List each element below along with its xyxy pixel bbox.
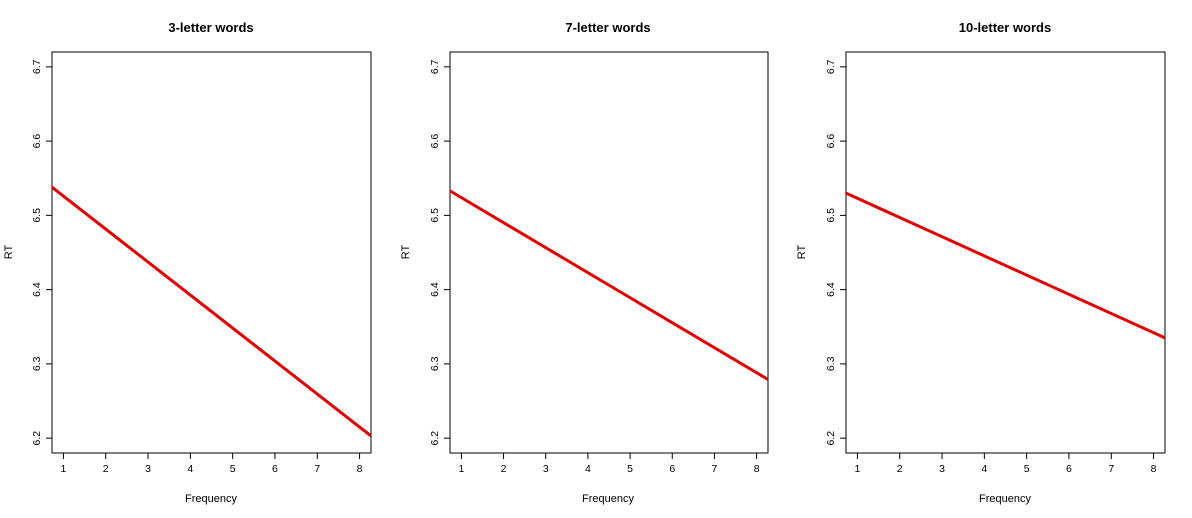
y-axis-label: RT xyxy=(3,244,15,259)
x-tick-label: 1 xyxy=(855,463,861,475)
x-tick-label: 6 xyxy=(669,463,675,475)
panel-title: 10-letter words xyxy=(959,20,1051,35)
x-axis-label: Frequency xyxy=(185,493,237,505)
x-tick-label: 4 xyxy=(585,463,591,475)
x-tick-label: 3 xyxy=(543,463,549,475)
x-tick-label: 7 xyxy=(1108,463,1114,475)
x-tick-label: 7 xyxy=(314,463,320,475)
y-tick-label: 6.7 xyxy=(825,59,837,74)
regression-line xyxy=(51,185,372,438)
x-tick-label: 3 xyxy=(939,463,945,475)
plot-frame xyxy=(845,51,1166,454)
y-tick-label: 6.2 xyxy=(429,431,441,446)
x-tick-label: 6 xyxy=(272,463,278,475)
y-axis-label: RT xyxy=(400,244,412,259)
x-axis-label: Frequency xyxy=(979,493,1031,505)
x-tick-label: 1 xyxy=(61,463,67,475)
x-axis: 1 2 3 4 5 6 7 8 xyxy=(61,453,363,475)
regression-line xyxy=(449,189,769,381)
x-tick-label: 5 xyxy=(230,463,236,475)
x-tick-label: 4 xyxy=(981,463,987,475)
panel-10-letter: 10-letter words 1 2 3 4 5 6 7 8 6.2 6.3 6.4 6.5 6.6… xyxy=(796,20,1166,505)
y-tick-label: 6.4 xyxy=(31,282,43,297)
y-tick-label: 6.7 xyxy=(429,59,441,74)
x-tick-label: 3 xyxy=(145,463,151,475)
x-tick-label: 7 xyxy=(712,463,718,475)
y-axis: 6.2 6.3 6.4 6.5 6.6 6.7 xyxy=(429,59,450,445)
y-tick-label: 6.5 xyxy=(31,208,43,223)
x-axis: 1 2 3 4 5 6 7 8 xyxy=(855,453,1157,475)
y-axis-label: RT xyxy=(796,244,808,259)
x-tick-label: 5 xyxy=(627,463,633,475)
y-tick-label: 6.4 xyxy=(825,282,837,297)
y-tick-label: 6.5 xyxy=(429,208,441,223)
series-layer xyxy=(51,185,372,438)
panel-title: 7-letter words xyxy=(565,20,650,35)
y-tick-label: 6.7 xyxy=(31,59,43,74)
plot-frame xyxy=(51,51,372,454)
x-tick-label: 4 xyxy=(187,463,193,475)
y-tick-label: 6.6 xyxy=(429,134,441,149)
series-layer xyxy=(449,189,769,381)
series-layer xyxy=(845,191,1166,340)
x-tick-label: 8 xyxy=(1151,463,1157,475)
y-axis: 6.2 6.3 6.4 6.5 6.6 6.7 xyxy=(31,59,52,445)
y-tick-label: 6.2 xyxy=(825,431,837,446)
y-tick-label: 6.3 xyxy=(429,356,441,371)
x-tick-label: 8 xyxy=(754,463,760,475)
x-tick-label: 5 xyxy=(1024,463,1030,475)
y-tick-label: 6.5 xyxy=(825,208,837,223)
x-axis-label: Frequency xyxy=(582,493,634,505)
x-tick-label: 2 xyxy=(103,463,109,475)
x-tick-label: 1 xyxy=(458,463,464,475)
y-axis: 6.2 6.3 6.4 6.5 6.6 6.7 xyxy=(825,59,846,445)
x-tick-label: 2 xyxy=(897,463,903,475)
regression-line xyxy=(845,191,1166,340)
x-tick-label: 6 xyxy=(1066,463,1072,475)
y-tick-label: 6.3 xyxy=(31,356,43,371)
y-tick-label: 6.4 xyxy=(429,282,441,297)
y-tick-label: 6.2 xyxy=(31,431,43,446)
plot-frame xyxy=(449,51,769,454)
x-tick-label: 8 xyxy=(357,463,363,475)
x-tick-label: 2 xyxy=(501,463,507,475)
panel-title: 3-letter words xyxy=(168,20,253,35)
x-axis: 1 2 3 4 5 6 7 8 xyxy=(458,453,760,475)
y-tick-label: 6.3 xyxy=(825,356,837,371)
y-tick-label: 6.6 xyxy=(825,134,837,149)
y-tick-label: 6.6 xyxy=(31,134,43,149)
